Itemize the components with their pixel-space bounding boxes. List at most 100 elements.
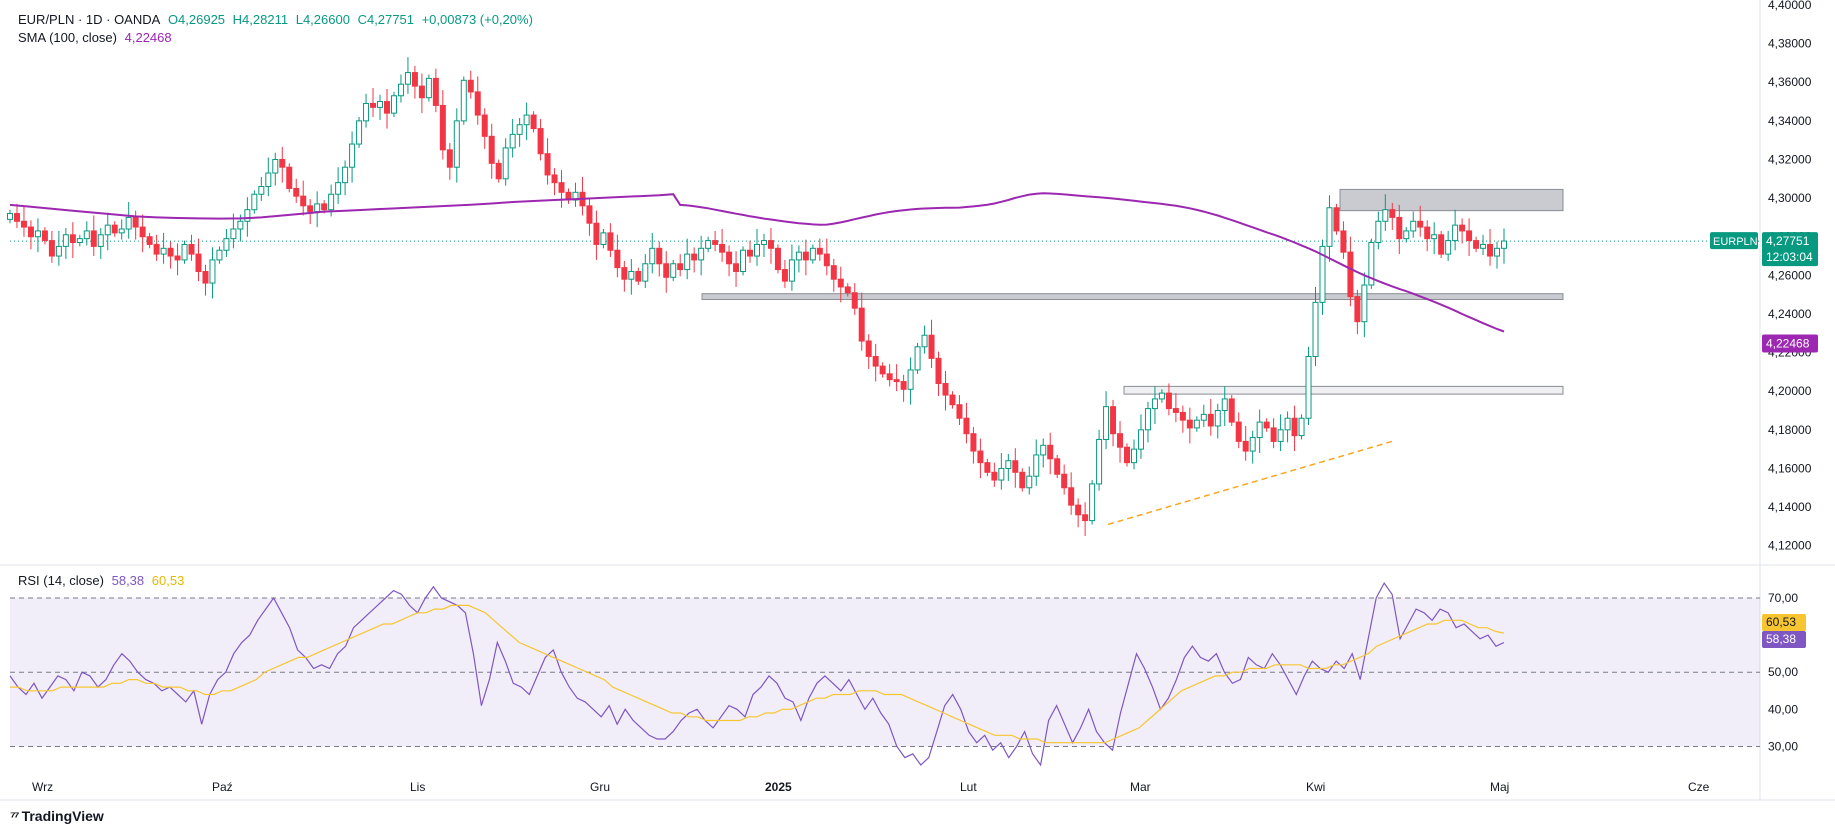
rsi-tick-label: 40,00 (1768, 702, 1798, 716)
candle-body (774, 247, 781, 271)
candle-body (893, 379, 900, 383)
candle-body (251, 193, 258, 211)
candle-body (1361, 284, 1368, 323)
candle-body (69, 234, 76, 244)
candle-body (1312, 301, 1319, 357)
ohlc-low: L4,26600 (295, 12, 350, 27)
candle-body (1019, 471, 1026, 489)
price-tick-label: 4,12000 (1768, 539, 1812, 553)
candle-body (1445, 240, 1452, 255)
candle-body (1144, 408, 1151, 431)
candle-body (635, 270, 642, 282)
candle-body (719, 243, 726, 253)
candle-body (663, 263, 670, 278)
candle-body (1480, 243, 1487, 249)
candle-body (537, 128, 544, 155)
price-tick-label: 4,14000 (1768, 500, 1812, 514)
candle-body (13, 213, 20, 222)
candle-body (495, 162, 502, 180)
candle-body (1263, 421, 1270, 429)
support-resistance-zone (1123, 385, 1564, 395)
candle-body (1410, 220, 1417, 232)
candle-body (20, 220, 27, 228)
candle-body (558, 182, 565, 193)
candle-body (1228, 398, 1235, 423)
candle-body (984, 462, 991, 473)
candle-body (691, 253, 698, 261)
tradingview-icon: ⁷⁷ (10, 808, 19, 824)
price-tick-label: 4,40000 (1768, 0, 1812, 12)
symbol-badge-label: EURPLN (1713, 236, 1758, 248)
time-tick-label: Paź (212, 780, 233, 794)
candle-body (460, 79, 467, 122)
candle-body (1207, 413, 1214, 427)
symbol-label[interactable]: EUR/PLN · 1D · OANDA (18, 12, 161, 27)
rsi-label[interactable]: RSI (14, close) (18, 573, 104, 588)
candle-body (307, 205, 314, 213)
candle-body (34, 230, 41, 238)
candle-body (1424, 226, 1431, 240)
candle-body (1298, 417, 1305, 437)
candle-body (272, 158, 279, 174)
candle-body (1438, 234, 1445, 255)
candle-body (879, 365, 886, 375)
ohlc-close: C4,27751 (357, 12, 414, 27)
candle-body (397, 83, 404, 97)
candle-body (1200, 413, 1207, 421)
candle-body (886, 373, 893, 381)
candle-body (1375, 220, 1382, 244)
rsi-tick-label: 70,00 (1768, 591, 1798, 605)
candle-body (1284, 417, 1291, 431)
candle-body (1103, 406, 1110, 440)
candle-body (788, 259, 795, 282)
candle-body (928, 334, 935, 359)
price-badge-label: 4,27751 (1766, 234, 1810, 248)
support-resistance-zone (1339, 188, 1564, 212)
price-tick-label: 4,26000 (1768, 268, 1812, 282)
countdown-label: 12:03:04 (1766, 250, 1813, 264)
candle-body (167, 247, 174, 257)
candle-body (1124, 446, 1131, 464)
candle-body (628, 270, 635, 280)
candle-body (1466, 230, 1473, 242)
candle-body (125, 216, 132, 230)
sma-label[interactable]: SMA (100, close) (18, 30, 117, 45)
candle-body (1235, 421, 1242, 442)
candle-body (670, 263, 677, 278)
trendline (1107, 440, 1393, 526)
ohlc-high: H4,28211 (232, 12, 289, 27)
candle-body (132, 216, 139, 228)
candle-body (27, 226, 34, 238)
sma-badge-label: 4,22468 (1766, 337, 1810, 351)
candle-body (900, 381, 907, 390)
candle-body (851, 292, 858, 309)
candle-body (998, 467, 1005, 481)
candle-body (907, 369, 914, 390)
price-tick-label: 4,16000 (1768, 461, 1812, 475)
candle-body (921, 334, 928, 348)
candle-body (1172, 408, 1179, 413)
candle-body (223, 238, 230, 251)
candle-body (865, 340, 872, 357)
candle-body (439, 104, 446, 151)
candle-body (1179, 411, 1186, 421)
ohlc-change: +0,00873 (+0,20%) (421, 12, 533, 27)
candle-body (1165, 392, 1172, 410)
candle-body (104, 224, 111, 236)
candle-body (174, 255, 181, 261)
rsi-tick-label: 30,00 (1768, 739, 1798, 753)
candle-body (1347, 251, 1354, 298)
candle-body (1068, 487, 1075, 506)
candle-body (1040, 444, 1047, 456)
candle-body (1452, 224, 1459, 242)
time-tick-label: Maj (1490, 780, 1509, 794)
candle-body (544, 153, 551, 176)
price-tick-label: 4,20000 (1768, 384, 1812, 398)
candle-body (432, 77, 439, 106)
candle-body (1096, 438, 1103, 485)
tradingview-logo[interactable]: ⁷⁷ TradingView (10, 808, 104, 824)
candle-body (146, 236, 153, 245)
price-tick-label: 4,30000 (1768, 191, 1812, 205)
candle-body (1249, 437, 1256, 452)
